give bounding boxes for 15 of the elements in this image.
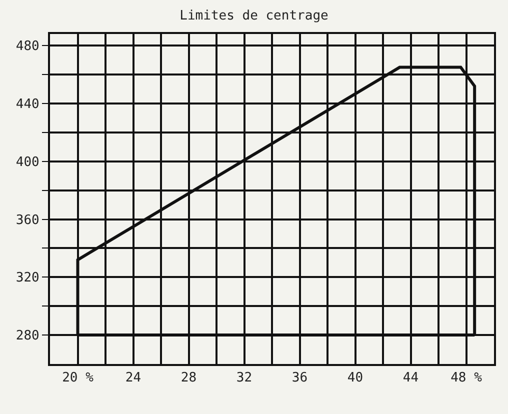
y-tick-label: 480 bbox=[16, 39, 40, 54]
y-tick-label: 440 bbox=[16, 97, 40, 112]
y-tick-label: 360 bbox=[16, 212, 40, 228]
x-tick-label: 36 bbox=[292, 370, 308, 386]
x-tick-label: 32 bbox=[236, 370, 252, 386]
x-tick-label: 48 % bbox=[450, 370, 482, 386]
chart-title: Limites de centrage bbox=[180, 8, 329, 24]
x-tick-label: 44 bbox=[402, 370, 419, 386]
x-tick-label: 24 bbox=[125, 370, 142, 386]
y-tick-label: 320 bbox=[16, 270, 40, 286]
y-tick-label: 280 bbox=[16, 328, 40, 344]
x-tick-label: 20 % bbox=[62, 370, 94, 386]
y-tick-label: 400 bbox=[16, 154, 40, 170]
x-tick-label: 28 bbox=[180, 370, 197, 386]
x-tick-label: 40 bbox=[347, 370, 364, 386]
